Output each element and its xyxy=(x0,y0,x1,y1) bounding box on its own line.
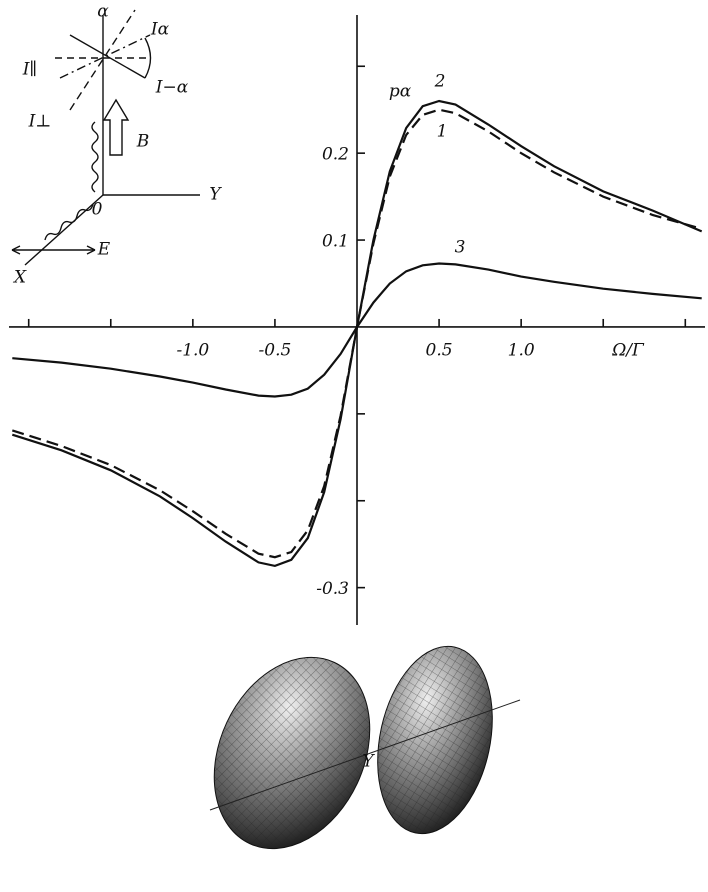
inset-diagram xyxy=(11,9,200,266)
x-axis-label: Ω/Γ xyxy=(611,340,645,360)
inset-label: X xyxy=(12,268,27,288)
inset-label: I−α xyxy=(155,78,189,98)
x-tick-label: -1.0 xyxy=(176,340,209,360)
y-axis-label: pα xyxy=(389,82,412,102)
inset-label: Y xyxy=(209,185,222,205)
inset-label: E xyxy=(97,240,111,260)
inset-label: B xyxy=(136,132,150,152)
y-tick-label: -0.3 xyxy=(316,579,349,599)
inset-label: I∥ xyxy=(22,60,38,80)
series-label: 3 xyxy=(455,238,466,258)
inset-label: Iα xyxy=(150,20,170,40)
x-tick-label: -0.5 xyxy=(259,340,292,360)
series-line xyxy=(12,262,702,398)
y-tick-label: 0.1 xyxy=(322,232,349,252)
x-tick-label: 0.5 xyxy=(426,340,453,360)
y-tick-label: 0.2 xyxy=(322,145,349,165)
figure-label: Y xyxy=(362,752,375,772)
inset-label: 0 xyxy=(92,200,103,220)
series-label: 1 xyxy=(437,122,448,142)
inset-label: α xyxy=(97,2,109,22)
pattern-figure xyxy=(209,645,521,850)
inset-label: I⊥ xyxy=(28,112,52,132)
series-label: 2 xyxy=(434,72,446,92)
x-tick-label: 1.0 xyxy=(508,340,535,360)
